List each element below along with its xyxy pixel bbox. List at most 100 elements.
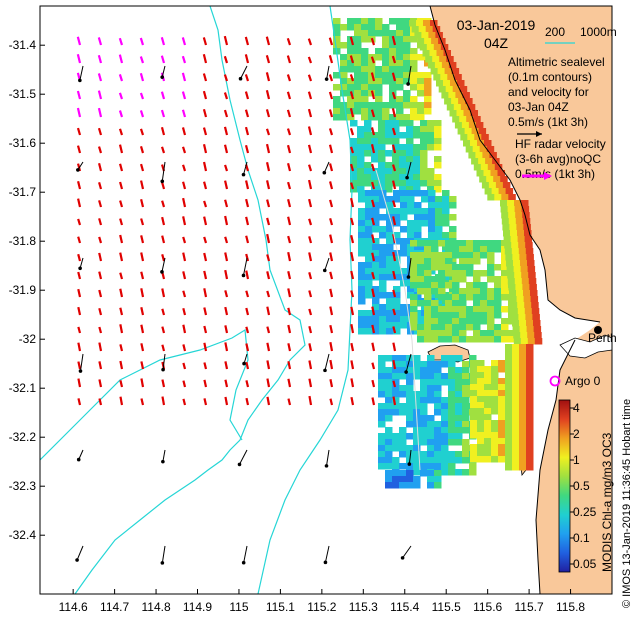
chl-cell [365,268,373,275]
chl-cell [413,174,421,181]
radar-arrow [160,55,166,64]
chl-cell [439,56,447,63]
chl-cell [428,208,436,215]
chl-cell [462,409,470,416]
chl-cell [361,24,369,31]
chl-cell [480,330,488,337]
river-estuary [559,334,612,359]
chl-cell [393,262,401,269]
chl-cell [434,138,442,145]
chl-cell [512,440,520,447]
chl-cell [407,202,415,209]
chl-cell [406,120,414,127]
chl-cell [420,415,428,422]
altimetry-arrow [161,257,166,272]
chl-cell [413,433,421,440]
radar-arrow [140,180,145,190]
radar-arrow [329,324,334,334]
chl-cell [487,300,495,307]
radar-arrow [119,324,124,334]
chl-cell [372,244,380,251]
chl-cell [519,344,527,351]
chl-cell [469,355,477,362]
chl-cell [487,258,495,265]
chl-cell [358,286,366,293]
chl-cell [350,186,358,193]
chl-cell [427,186,435,193]
chl-cell [399,132,407,139]
radar-arrow [224,236,229,244]
chl-cell [448,463,456,470]
chl-cell [445,300,453,307]
chl-cell [459,276,467,283]
chl-cell [449,196,457,203]
radar-arrow [224,215,229,226]
chl-cell [385,409,393,416]
radar-arrow [161,396,166,406]
radar-arrow [203,379,208,388]
chl-cell [519,356,527,363]
chl-cell [473,306,481,313]
chl-cell [399,476,407,483]
colorbar-tick-label: 1 [573,453,580,467]
chl-cell [406,150,414,157]
chl-cell [444,98,452,105]
chl-cell [358,190,366,197]
chl-cell [526,410,534,417]
chl-cell [378,132,386,139]
chl-cell [389,66,397,73]
radar-arrow [328,37,334,46]
chl-cell [462,451,470,458]
chl-cell [372,220,380,227]
chl-cell [455,367,463,374]
chl-cell [434,439,442,446]
chl-cell [399,120,407,127]
chl-cell [491,366,499,373]
radar-arrow [265,109,271,118]
chl-cell [435,298,443,305]
chl-cell [470,420,478,427]
chl-cell [500,206,509,213]
chl-cell [382,54,390,61]
chl-cell [435,214,443,221]
hf-legend-line-1: HF radar velocity [515,137,606,151]
chl-cell [428,202,436,209]
chl-cell [438,330,446,337]
chl-cell [414,316,422,323]
radar-arrow [287,181,292,190]
radar-arrow [203,236,208,244]
radar-arrow [329,306,334,316]
radar-arrow [266,396,271,406]
chl-cell [427,355,435,362]
radar-arrow [349,74,355,82]
chl-cell [473,300,481,307]
chl-cell [459,318,467,325]
chl-cell [473,324,481,331]
chl-cell [333,36,341,43]
chl-cell [392,457,400,464]
depth-legend-1000: 1000m [580,25,617,39]
x-tick-label: 115.7 [515,600,544,614]
chl-cell [491,402,499,409]
radar-arrow [182,271,187,280]
chl-cell [382,108,390,115]
chl-cell [417,324,425,331]
perth-label: Perth [588,331,617,345]
chl-cell [505,422,513,429]
chl-cell [392,126,400,133]
chl-cell [484,420,492,427]
chl-cell [498,414,506,421]
radar-arrow [245,326,250,334]
chl-cell [445,240,453,247]
depth-contour-200 [257,6,353,594]
y-tick-label: -32.1 [9,381,37,395]
chl-cell [410,114,418,121]
chl-cell [375,108,383,115]
radar-arrow [203,216,208,226]
radar-arrow [202,161,208,172]
chl-cell [392,476,400,483]
radar-arrow [308,395,313,406]
radar-arrow [245,380,250,388]
chl-cell [451,68,460,75]
radar-arrow [161,288,166,298]
